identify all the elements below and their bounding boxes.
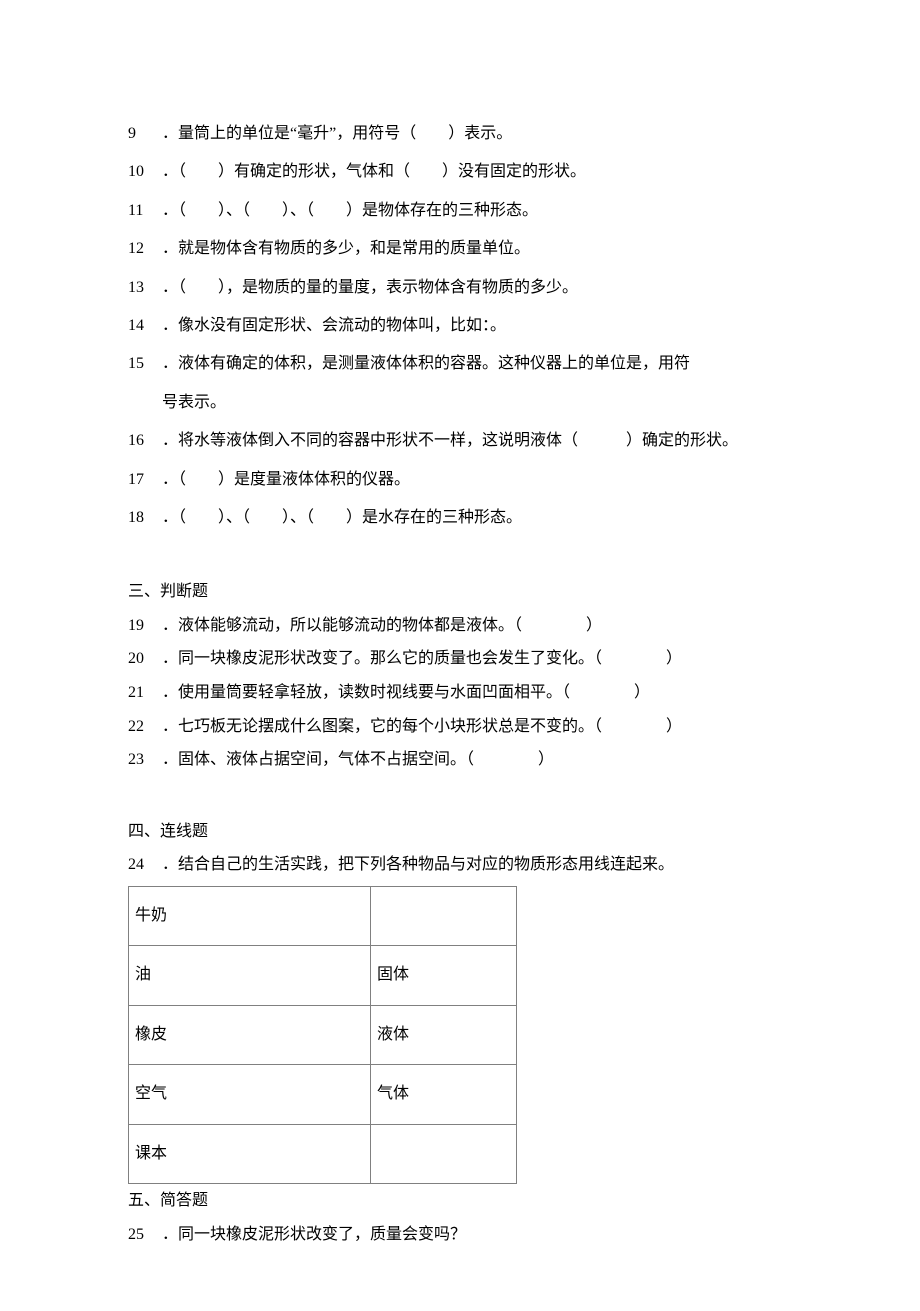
section-heading-short-answer: 五、简答题 (128, 1184, 792, 1218)
question-text: ．量筒上的单位是“毫升”，用符号（ ）表示。 (162, 115, 792, 153)
question-text: ．（ ）是度量液体体积的仪器。 (162, 461, 792, 499)
question-text: ．同一块橡皮泥形状改变了。那么它的质量也会发生了变化。（ ） (162, 642, 792, 676)
question-number: 14 (128, 307, 150, 345)
match-right-cell: 液体 (371, 1005, 517, 1064)
question-line: 15 ．液体有确定的体积，是测量液体体积的容器。这种仪器上的单位是，用符 (128, 345, 792, 383)
question-text: ．（ ）有确定的形状，气体和（ ）没有固定的形状。 (162, 153, 792, 191)
table-row: 牛奶 (129, 887, 517, 946)
question-text: ．结合自己的生活实践，把下列各种物品与对应的物质形态用线连起来。 (162, 848, 792, 882)
question-text: ．将水等液体倒入不同的容器中形状不一样，这说明液体（ ）确定的形状。 (162, 422, 792, 460)
question-number: 24 (128, 848, 150, 882)
question-line: 25 ．同一块橡皮泥形状改变了，质量会变吗？ (128, 1218, 792, 1252)
question-line: 21 ．使用量筒要轻拿轻放，读数时视线要与水面凹面相平。（ ） (128, 676, 792, 710)
judgment-block: 三、判断题 19 ．液体能够流动，所以能够流动的物体都是液体。（ ） 20 ．同… (128, 575, 792, 777)
question-number: 11 (128, 192, 150, 230)
question-number: 21 (128, 676, 150, 710)
question-text: ．像水没有固定形状、会流动的物体叫，比如：。 (162, 307, 792, 345)
question-line: 16 ．将水等液体倒入不同的容器中形状不一样，这说明液体（ ）确定的形状。 (128, 422, 792, 460)
question-text: ．液体有确定的体积，是测量液体体积的容器。这种仪器上的单位是，用符 (162, 345, 792, 383)
question-line: 11 ．（ ）、（ ）、（ ）是物体存在的三种形态。 (128, 192, 792, 230)
match-right-cell (371, 887, 517, 946)
section-heading-judgment: 三、判断题 (128, 575, 792, 609)
table-row: 油 固体 (129, 946, 517, 1005)
question-line: 17 ．（ ）是度量液体体积的仪器。 (128, 461, 792, 499)
question-text: ．（ ）、（ ）、（ ）是物体存在的三种形态。 (162, 192, 792, 230)
question-line: 19 ．液体能够流动，所以能够流动的物体都是液体。（ ） (128, 609, 792, 643)
match-block: 四、连线题 24 ．结合自己的生活实践，把下列各种物品与对应的物质形态用线连起来… (128, 815, 792, 1251)
question-line: 12 ．就是物体含有物质的多少，和是常用的质量单位。 (128, 230, 792, 268)
question-line: 14 ．像水没有固定形状、会流动的物体叫，比如：。 (128, 307, 792, 345)
question-line: 24 ．结合自己的生活实践，把下列各种物品与对应的物质形态用线连起来。 (128, 848, 792, 882)
question-number: 12 (128, 230, 150, 268)
question-line: 22 ．七巧板无论摆成什么图案，它的每个小块形状总是不变的。（ ） (128, 710, 792, 744)
worksheet-page: 9 ．量筒上的单位是“毫升”，用符号（ ）表示。 10 ．（ ）有确定的形状，气… (0, 0, 920, 1311)
match-right-cell (371, 1124, 517, 1183)
question-number: 13 (128, 269, 150, 307)
section-heading-match: 四、连线题 (128, 815, 792, 849)
question-line: 9 ．量筒上的单位是“毫升”，用符号（ ）表示。 (128, 115, 792, 153)
question-number: 18 (128, 499, 150, 537)
question-number: 16 (128, 422, 150, 460)
question-number: 17 (128, 461, 150, 499)
question-text: ．同一块橡皮泥形状改变了，质量会变吗？ (162, 1218, 792, 1252)
match-left-cell: 牛奶 (129, 887, 371, 946)
table-row: 橡皮 液体 (129, 1005, 517, 1064)
question-line: 18 ．（ ）、（ ）、（ ）是水存在的三种形态。 (128, 499, 792, 537)
match-right-cell: 气体 (371, 1065, 517, 1124)
match-table: 牛奶 油 固体 橡皮 液体 空气 气体 课本 (128, 886, 517, 1184)
question-number: 15 (128, 345, 150, 383)
question-line: 20 ．同一块橡皮泥形状改变了。那么它的质量也会发生了变化。（ ） (128, 642, 792, 676)
table-row: 空气 气体 (129, 1065, 517, 1124)
question-line: 10 ．（ ）有确定的形状，气体和（ ）没有固定的形状。 (128, 153, 792, 191)
match-left-cell: 空气 (129, 1065, 371, 1124)
question-text: ．液体能够流动，所以能够流动的物体都是液体。（ ） (162, 609, 792, 643)
question-number: 20 (128, 642, 150, 676)
question-number: 25 (128, 1218, 150, 1252)
question-number: 10 (128, 153, 150, 191)
match-left-cell: 油 (129, 946, 371, 1005)
question-continuation: 号表示。 (128, 384, 792, 422)
question-number: 9 (128, 115, 150, 153)
question-line: 13 ．（ ），是物质的量的量度，表示物体含有物质的多少。 (128, 269, 792, 307)
table-row: 课本 (129, 1124, 517, 1183)
question-text: 号表示。 (162, 384, 792, 422)
question-text: ．固体、液体占据空间，气体不占据空间。（ ） (162, 743, 792, 777)
match-left-cell: 课本 (129, 1124, 371, 1183)
question-text: ．（ ），是物质的量的量度，表示物体含有物质的多少。 (162, 269, 792, 307)
question-text: ．就是物体含有物质的多少，和是常用的质量单位。 (162, 230, 792, 268)
question-number: 23 (128, 743, 150, 777)
question-line: 23 ．固体、液体占据空间，气体不占据空间。（ ） (128, 743, 792, 777)
match-left-cell: 橡皮 (129, 1005, 371, 1064)
match-right-cell: 固体 (371, 946, 517, 1005)
question-number: 19 (128, 609, 150, 643)
question-text: ．七巧板无论摆成什么图案，它的每个小块形状总是不变的。（ ） (162, 710, 792, 744)
question-text: ．（ ）、（ ）、（ ）是水存在的三种形态。 (162, 499, 792, 537)
question-text: ．使用量筒要轻拿轻放，读数时视线要与水面凹面相平。（ ） (162, 676, 792, 710)
fill-blank-block: 9 ．量筒上的单位是“毫升”，用符号（ ）表示。 10 ．（ ）有确定的形状，气… (128, 115, 792, 537)
question-number: 22 (128, 710, 150, 744)
